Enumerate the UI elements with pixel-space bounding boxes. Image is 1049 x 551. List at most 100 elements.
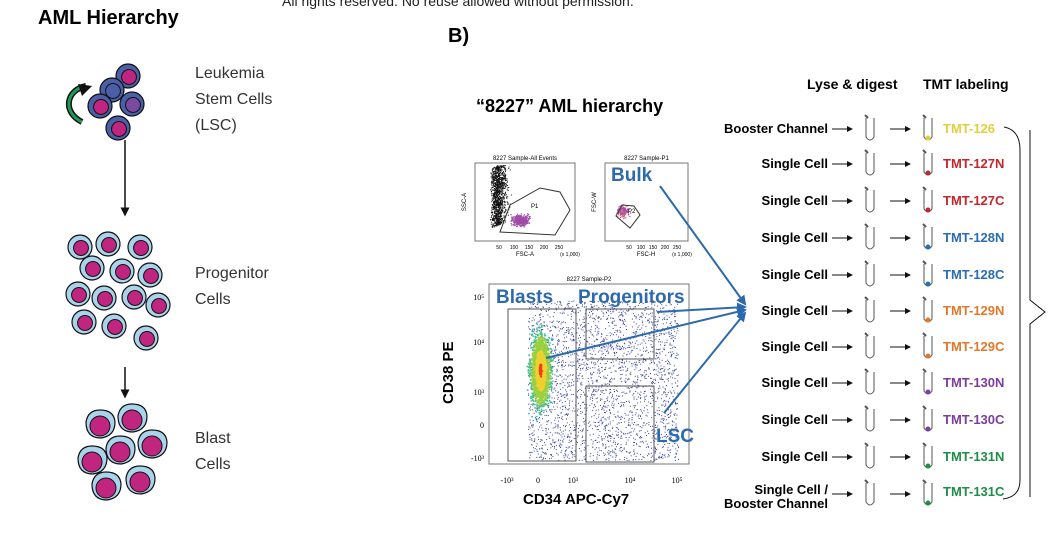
event-dot — [654, 446, 656, 448]
event-dot — [588, 387, 590, 389]
event-dot — [570, 364, 572, 366]
event-dot — [605, 401, 607, 403]
event-dot — [605, 311, 607, 313]
event-dot — [533, 319, 535, 321]
event-dot — [549, 438, 551, 440]
event-dot — [568, 347, 570, 349]
event-dot — [642, 339, 644, 341]
event-dot — [571, 365, 573, 367]
event-dot — [509, 207, 511, 209]
event-dot — [559, 444, 561, 446]
event-dot — [658, 367, 660, 369]
event-dot — [516, 216, 518, 218]
event-dot — [633, 393, 635, 395]
event-dot — [568, 330, 570, 332]
event-dot — [670, 356, 672, 358]
event-dot — [554, 408, 556, 410]
event-dot — [559, 312, 561, 314]
event-dot — [493, 201, 495, 203]
event-dot — [663, 418, 665, 420]
event-dot — [554, 326, 556, 328]
event-dot — [603, 313, 605, 315]
event-dot — [655, 438, 657, 440]
event-dot — [592, 394, 594, 396]
event-dot — [592, 396, 594, 398]
event-dot — [577, 307, 579, 309]
event-dot — [651, 340, 653, 342]
event-dot — [617, 434, 619, 436]
event-dot — [588, 329, 590, 331]
event-dot — [624, 208, 627, 210]
event-dot — [497, 190, 499, 192]
event-dot — [674, 413, 676, 415]
event-dot — [496, 193, 498, 195]
event-dot — [597, 437, 599, 439]
event-dot — [594, 448, 596, 450]
event-dot — [527, 221, 529, 223]
event-dot — [590, 306, 592, 308]
event-dot — [617, 431, 619, 433]
event-dot — [501, 220, 503, 222]
event-dot — [500, 208, 502, 210]
event-dot — [532, 424, 534, 426]
event-dot — [559, 340, 561, 342]
event-dot — [500, 198, 502, 200]
event-dot — [641, 332, 643, 334]
event-dot — [528, 320, 530, 322]
event-dot — [651, 306, 653, 308]
event-dot — [649, 357, 651, 359]
event-dot — [628, 346, 630, 348]
event-dot — [544, 458, 546, 460]
event-dot — [556, 309, 558, 311]
event-dot — [503, 174, 505, 176]
event-dot — [615, 456, 617, 458]
event-dot — [498, 189, 500, 191]
event-dot — [623, 214, 625, 216]
event-dot — [529, 427, 531, 429]
event-dot — [621, 319, 623, 321]
event-dot — [604, 354, 606, 356]
event-dot — [538, 336, 540, 338]
event-dot — [645, 307, 647, 309]
event-dot — [573, 321, 575, 323]
event-dot — [592, 312, 594, 314]
event-dot — [562, 311, 564, 313]
event-dot — [625, 216, 627, 219]
event-dot — [498, 202, 500, 204]
event-dot — [561, 304, 563, 306]
event-dot — [647, 375, 649, 377]
event-dot — [557, 454, 559, 456]
event-dot — [553, 357, 555, 359]
event-dot — [598, 441, 600, 443]
event-dot — [637, 424, 639, 426]
event-dot — [613, 398, 615, 400]
event-dot — [673, 370, 675, 372]
event-dot — [652, 399, 654, 401]
event-dot — [617, 428, 619, 430]
event-dot — [501, 203, 503, 205]
event-dot — [600, 398, 602, 400]
event-dot — [660, 433, 662, 435]
event-dot — [493, 197, 495, 199]
event-dot — [561, 405, 563, 407]
event-dot — [551, 337, 553, 339]
event-dot — [606, 425, 608, 427]
event-dot — [569, 446, 571, 448]
event-dot — [532, 348, 534, 351]
event-dot — [496, 217, 498, 219]
event-dot — [584, 419, 586, 421]
event-dot — [571, 310, 573, 312]
event-dot — [532, 303, 534, 305]
event-dot — [619, 349, 621, 351]
event-dot — [533, 302, 535, 304]
gate-p1-label: P1 — [531, 204, 539, 210]
event-dot — [509, 169, 511, 171]
event-dot — [630, 343, 632, 345]
event-dot — [498, 180, 500, 182]
event-dot — [612, 420, 614, 422]
event-dot — [607, 346, 609, 348]
event-dot — [657, 313, 659, 315]
event-dot — [669, 415, 671, 417]
event-dot — [580, 342, 582, 344]
event-dot — [554, 397, 556, 399]
